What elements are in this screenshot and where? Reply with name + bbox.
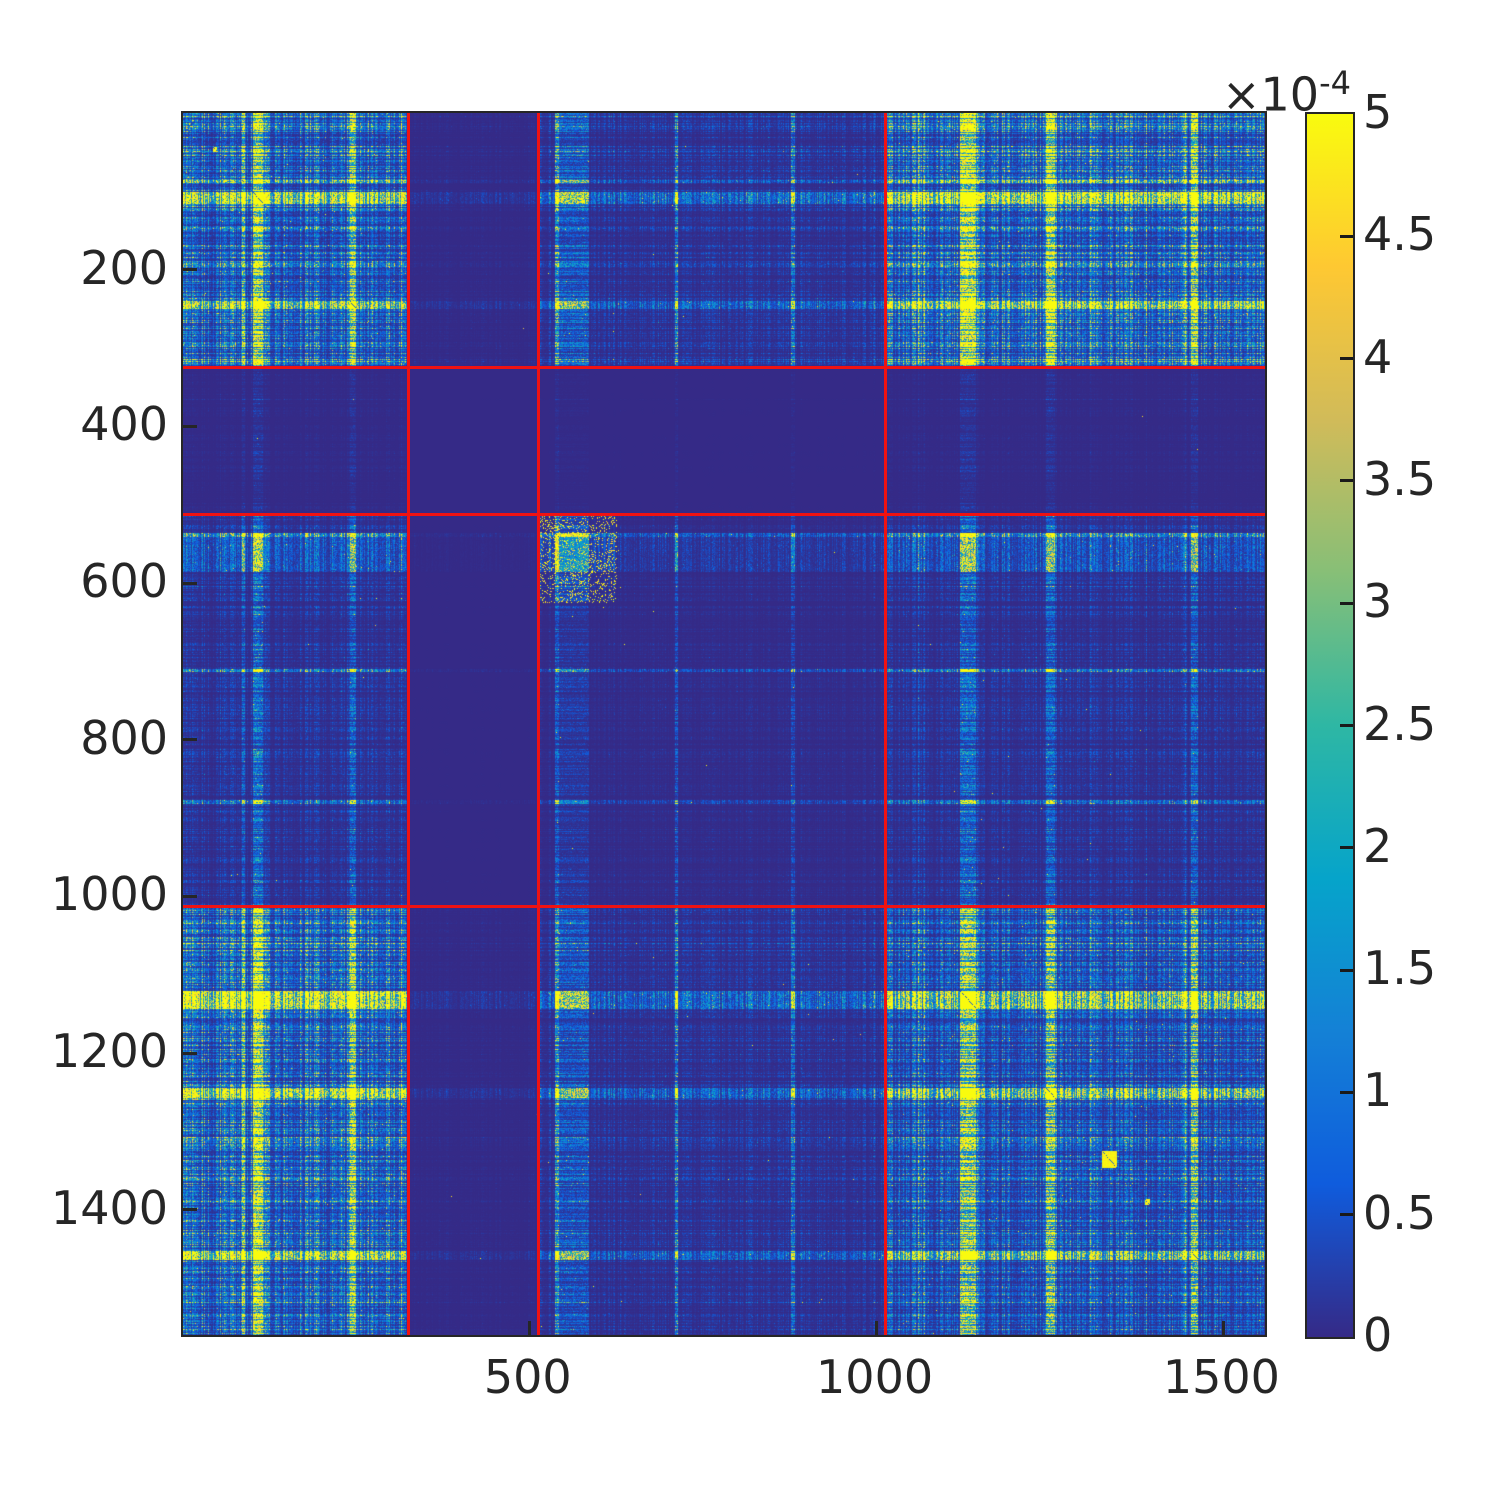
colorbar-tick-label: 1 (1363, 1063, 1393, 1118)
colorbar-tick-mark (1340, 846, 1353, 850)
y-axis-tick-label: 1000 (50, 867, 168, 922)
colorbar-tick-label: 5 (1363, 85, 1393, 139)
cluster-boundary-line-horizontal (183, 905, 1265, 909)
cluster-boundary-line-vertical (406, 113, 410, 1335)
cluster-boundary-line-vertical (884, 113, 888, 1335)
x-axis-tick-mark (875, 1321, 879, 1335)
colorbar-tick-label: 4.5 (1363, 207, 1437, 262)
colorbar-multiplier: ×10-4 (1222, 58, 1351, 119)
heatmap-canvas (183, 113, 1265, 1335)
colorbar-tick-mark (1340, 968, 1353, 972)
y-axis-tick-mark (183, 738, 197, 742)
x-axis-tick-label: 1500 (1162, 1350, 1280, 1404)
colorbar-tick-label: 3 (1363, 574, 1393, 629)
colorbar-tick-label: 0 (1363, 1308, 1393, 1362)
y-axis-tick-mark (183, 581, 197, 585)
x-axis-tick-mark (1221, 1321, 1225, 1335)
y-axis-tick-label: 1400 (50, 1180, 168, 1235)
plot-area (181, 111, 1267, 1337)
colorbar-tick-mark (1340, 357, 1353, 361)
y-axis-tick-label: 600 (80, 554, 168, 608)
y-axis-tick-mark (183, 1051, 197, 1055)
colorbar-tick-mark (1340, 724, 1353, 727)
y-axis-tick-label: 1200 (50, 1024, 168, 1078)
colorbar-tick-mark (1340, 601, 1353, 605)
colorbar-tick-label: 1.5 (1363, 941, 1437, 996)
colorbar-tick-mark (1340, 1090, 1353, 1094)
cluster-boundary-line-horizontal (183, 366, 1265, 370)
colorbar-tick-label: 2.5 (1363, 696, 1437, 751)
x-axis-tick-label: 1000 (816, 1350, 934, 1404)
y-axis-tick-label: 400 (80, 397, 168, 452)
colorbar-tick-label: 3.5 (1363, 451, 1437, 506)
colorbar-tick-mark (1340, 1213, 1353, 1217)
x-axis-tick-label: 500 (483, 1350, 572, 1404)
colorbar-multiplier-base: ×10 (1222, 67, 1320, 122)
cluster-boundary-line-horizontal (183, 512, 1265, 516)
y-axis-tick-label: 800 (80, 710, 168, 765)
colorbar-multiplier-exponent: -4 (1319, 64, 1351, 102)
colorbar (1305, 112, 1355, 1339)
y-axis-tick-label: 200 (80, 240, 168, 295)
y-axis-tick-mark (183, 1208, 197, 1212)
cluster-boundary-line-vertical (536, 113, 540, 1335)
colorbar-tick-label: 4 (1363, 329, 1393, 384)
colorbar-tick-mark (1340, 234, 1353, 238)
y-axis-tick-mark (183, 894, 197, 898)
colorbar-tick-label: 0.5 (1363, 1185, 1437, 1240)
y-axis-tick-mark (183, 268, 197, 272)
x-axis-tick-mark (528, 1321, 532, 1335)
y-axis-tick-mark (183, 424, 197, 428)
colorbar-tick-mark (1340, 479, 1353, 483)
colorbar-tick-label: 2 (1363, 818, 1393, 873)
